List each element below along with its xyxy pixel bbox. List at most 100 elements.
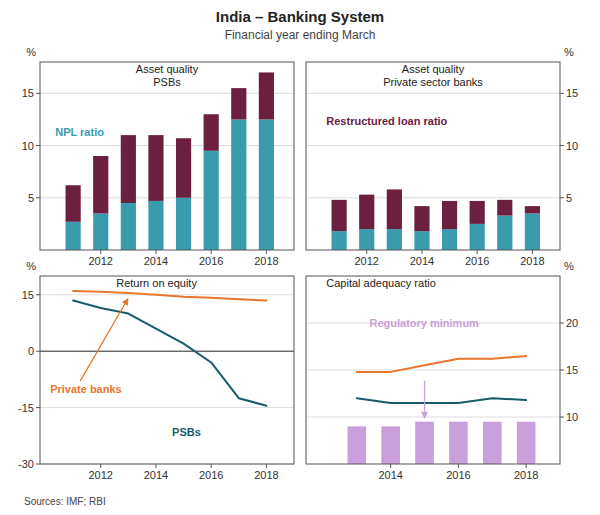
tick-label: 5 xyxy=(566,192,572,204)
bar xyxy=(259,119,274,250)
tick xyxy=(458,464,459,468)
panel: 101520201420162018%Capital adequacy rati… xyxy=(306,260,578,511)
bar xyxy=(204,114,219,151)
panel-title-line: Asset quality xyxy=(136,63,199,75)
tick xyxy=(560,417,564,418)
series-label: Regulatory minimum xyxy=(370,317,480,329)
grid-line xyxy=(40,351,294,352)
panel-title-line: PSBs xyxy=(153,76,181,88)
tick xyxy=(211,464,212,468)
grid-line xyxy=(40,407,294,408)
tick-label: 15 xyxy=(22,87,34,99)
tick xyxy=(366,250,367,254)
tick-label: 10 xyxy=(22,140,34,152)
bar xyxy=(231,88,246,119)
panel-title: Asset qualityPrivate sector banks xyxy=(383,63,483,88)
tick-label: 0 xyxy=(28,345,34,357)
grid-line xyxy=(306,417,560,418)
bar xyxy=(414,231,429,250)
bar xyxy=(497,216,512,250)
subtitle: Financial year ending March xyxy=(225,28,376,42)
panel: 510152012201420162018%Asset qualityPriva… xyxy=(306,46,578,267)
bar xyxy=(231,119,246,250)
tick-label: 15 xyxy=(566,364,578,376)
tick-label: 2014 xyxy=(144,255,168,267)
tick xyxy=(560,197,564,198)
plot-area xyxy=(40,291,294,406)
tick-label: 20 xyxy=(566,317,578,329)
tick-label: 15 xyxy=(566,87,578,99)
tick xyxy=(560,145,564,146)
tick xyxy=(211,250,212,254)
bar xyxy=(497,200,512,216)
bar xyxy=(332,200,347,231)
tick xyxy=(36,197,40,198)
tick-label: 2016 xyxy=(199,469,223,481)
bar xyxy=(66,185,81,222)
plot-area xyxy=(347,356,535,464)
tick-label: 2012 xyxy=(88,255,112,267)
tick-label: -15 xyxy=(18,402,34,414)
tick-label: 2012 xyxy=(88,469,112,481)
series-label: Restructured loan ratio xyxy=(326,115,447,127)
tick-label: 2018 xyxy=(520,255,544,267)
annotation-arrow xyxy=(424,381,425,412)
bar xyxy=(381,426,400,464)
tick-label: -30 xyxy=(18,458,34,470)
tick-label: 2014 xyxy=(410,255,434,267)
bar xyxy=(93,156,108,213)
tick-label: 10 xyxy=(566,411,578,423)
panel: 510152012201420162018%Asset qualityPSBsN… xyxy=(22,46,294,267)
tick-label: 2014 xyxy=(378,469,402,481)
axis-label: % xyxy=(26,260,36,272)
tick xyxy=(560,323,564,324)
bar xyxy=(415,422,434,464)
panel-title: Asset qualityPSBs xyxy=(136,63,199,88)
axis-label: % xyxy=(564,46,574,58)
plot-frame xyxy=(40,276,294,464)
bar xyxy=(517,422,536,464)
bar xyxy=(148,135,163,201)
bar xyxy=(483,422,502,464)
tick-label: 2018 xyxy=(254,469,278,481)
tick xyxy=(36,145,40,146)
bar xyxy=(359,195,374,229)
tick xyxy=(421,250,422,254)
tick xyxy=(36,351,40,352)
bar xyxy=(176,138,191,198)
bar xyxy=(449,422,468,464)
bar xyxy=(66,222,81,250)
tick xyxy=(36,93,40,94)
plot-frame xyxy=(306,62,560,250)
bar xyxy=(387,229,402,250)
bar xyxy=(442,201,457,229)
series-label: Private banks xyxy=(50,383,122,395)
bar xyxy=(259,72,274,119)
tick xyxy=(560,370,564,371)
tick-label: 15 xyxy=(22,289,34,301)
bar xyxy=(204,151,219,250)
bar xyxy=(470,201,485,224)
tick xyxy=(155,464,156,468)
panel-title: Capital adequacy ratio xyxy=(326,277,435,289)
bar xyxy=(347,426,366,464)
tick xyxy=(560,93,564,94)
bar xyxy=(121,135,136,203)
bar xyxy=(359,229,374,250)
tick xyxy=(477,250,478,254)
axis-label: % xyxy=(564,260,574,272)
tick xyxy=(266,464,267,468)
panel: -30-150152012201420162018%Return on equi… xyxy=(18,260,294,481)
grid-line xyxy=(306,370,560,371)
annotation-arrowhead xyxy=(421,412,428,419)
tick-label: 5 xyxy=(28,192,34,204)
grid-line xyxy=(306,197,560,198)
tick xyxy=(155,250,156,254)
figure: India – Banking SystemFinancial year end… xyxy=(0,0,600,515)
tick xyxy=(390,464,391,468)
plot-frame xyxy=(306,276,560,464)
tick xyxy=(266,250,267,254)
tick xyxy=(100,250,101,254)
bar xyxy=(525,213,540,250)
tick-label: 2012 xyxy=(354,255,378,267)
